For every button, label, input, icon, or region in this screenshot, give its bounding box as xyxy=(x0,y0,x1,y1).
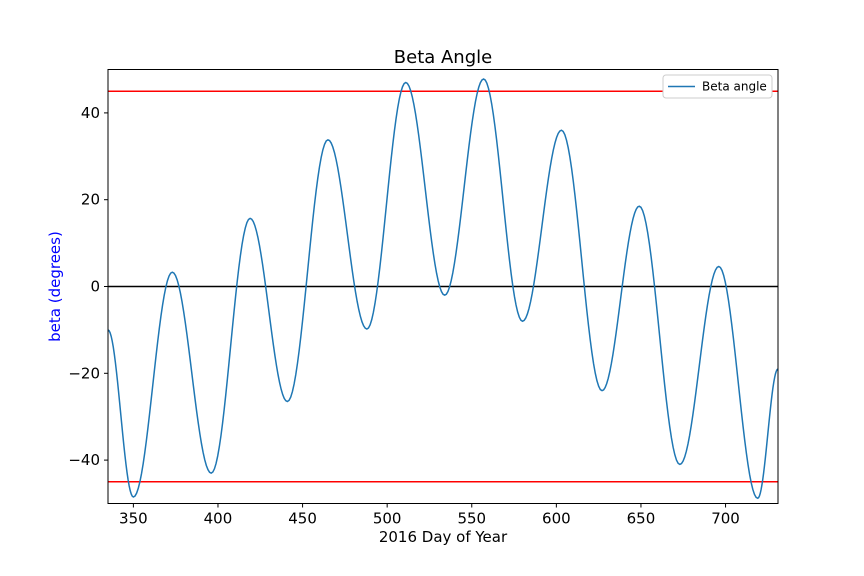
series-line-beta-angle xyxy=(107,78,779,500)
legend-entry-beta-angle: Beta angle xyxy=(702,80,767,94)
legend-box xyxy=(662,74,773,99)
legend: Beta angle xyxy=(662,74,773,99)
x-tick-label: 700 xyxy=(711,510,740,528)
y-tick-label: 0 xyxy=(90,278,100,296)
x-tick-label: 500 xyxy=(373,510,402,528)
series-layer xyxy=(107,78,779,500)
chart-title: Beta Angle xyxy=(394,47,492,68)
x-tick-label: 450 xyxy=(288,510,317,528)
x-tick-label: 600 xyxy=(542,510,571,528)
y-axis-ticks: −40 −20 0 20 40 xyxy=(68,104,108,469)
x-tick-label: 650 xyxy=(627,510,656,528)
x-tick-label: 400 xyxy=(204,510,233,528)
reference-lines xyxy=(108,90,778,483)
x-tick-label: 550 xyxy=(457,510,486,528)
x-axis-ticks: 350 400 450 500 550 600 650 700 xyxy=(119,503,740,528)
y-tick-label: −20 xyxy=(68,364,100,382)
x-axis-label: 2016 Day of Year xyxy=(379,528,508,546)
x-tick-label: 350 xyxy=(119,510,148,528)
y-tick-label: −40 xyxy=(68,451,100,469)
y-tick-label: 40 xyxy=(81,104,100,122)
y-axis-label: beta (degrees) xyxy=(46,231,64,342)
y-tick-label: 20 xyxy=(81,191,100,209)
